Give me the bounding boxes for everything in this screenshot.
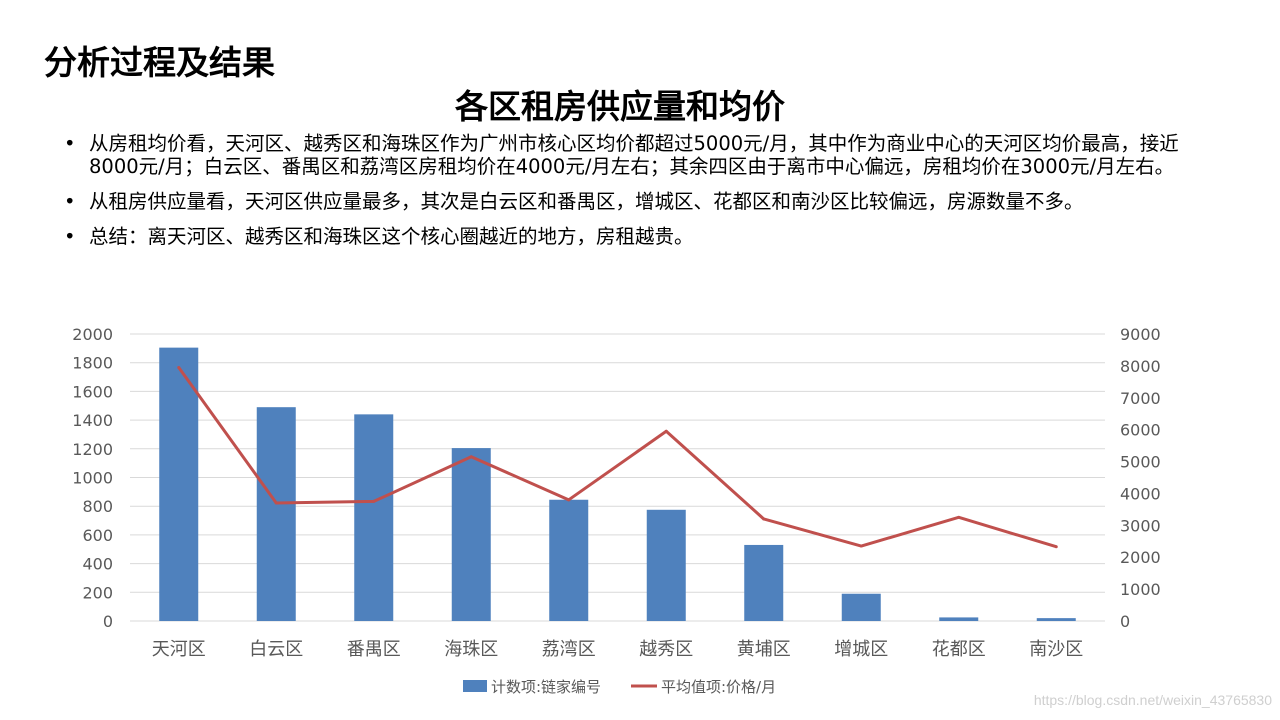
line-point xyxy=(567,498,571,502)
bullet-text: 从房租均价看，天河区、越秀区和海珠区作为广州市核心区均价都超过5000元/月，其… xyxy=(89,132,1179,178)
bullet-list: • 从房租均价看，天河区、越秀区和海珠区作为广州市核心区均价都超过5000元/月，… xyxy=(64,132,1204,260)
y-left-tick-label: 0 xyxy=(103,612,113,631)
watermark-text: https://blog.csdn.net/weixin_43765830 xyxy=(1033,692,1272,708)
line-point xyxy=(372,499,376,503)
y-left-tick-label: 1200 xyxy=(72,440,113,459)
x-tick-label: 白云区 xyxy=(249,639,303,660)
y-left-tick-label: 1400 xyxy=(72,411,113,430)
x-tick-label: 南沙区 xyxy=(1029,639,1083,660)
x-tick-label: 花都区 xyxy=(932,639,986,660)
bar xyxy=(646,509,686,621)
bullet-dot: • xyxy=(64,190,76,213)
bar xyxy=(939,617,979,621)
legend-label-line: 平均值项:价格/月 xyxy=(661,678,776,696)
y-right-tick-label: 1000 xyxy=(1120,580,1161,599)
y-right-tick-label: 4000 xyxy=(1120,484,1161,503)
y-left-tick-label: 200 xyxy=(82,583,113,602)
y-right-tick-label: 7000 xyxy=(1120,389,1161,408)
bullet-item: • 从租房供应量看，天河区供应量最多，其次是白云区和番禺区，增城区、花都区和南沙区… xyxy=(64,190,1204,213)
bullet-dot: • xyxy=(64,225,76,248)
bar xyxy=(744,544,784,621)
y-right-tick-label: 9000 xyxy=(1120,325,1161,344)
line-point xyxy=(859,544,863,548)
line-point xyxy=(274,501,278,505)
y-left-tick-label: 1600 xyxy=(72,382,113,401)
bar xyxy=(354,414,394,621)
line-point xyxy=(1054,545,1058,549)
y-left-tick-label: 800 xyxy=(82,497,113,516)
bullet-text: 总结：离天河区、越秀区和海珠区这个核心圈越近的地方，房租越贵。 xyxy=(89,225,694,248)
x-tick-label: 增城区 xyxy=(834,639,888,660)
y-left-tick-label: 600 xyxy=(82,526,113,545)
line-point xyxy=(469,455,473,459)
y-left-tick-label: 1000 xyxy=(72,469,113,488)
line-point xyxy=(664,429,668,433)
line-point xyxy=(177,365,181,369)
y-right-tick-label: 5000 xyxy=(1120,453,1161,472)
bar xyxy=(549,499,589,621)
legend-swatch-bar xyxy=(463,680,487,692)
x-tick-label: 番禺区 xyxy=(347,639,401,660)
bullet-dot: • xyxy=(64,132,76,155)
legend-label-bar: 计数项:链家编号 xyxy=(491,678,601,696)
x-tick-label: 荔湾区 xyxy=(542,639,596,660)
bullet-text: 从租房供应量看，天河区供应量最多，其次是白云区和番禺区，增城区、花都区和南沙区比… xyxy=(89,190,1084,213)
y-right-tick-label: 2000 xyxy=(1120,548,1161,567)
y-left-tick-label: 1800 xyxy=(72,354,113,373)
section-title: 分析过程及结果 xyxy=(44,43,275,82)
bar xyxy=(451,448,491,621)
bar xyxy=(841,593,881,621)
bar xyxy=(1036,618,1076,621)
x-tick-label: 越秀区 xyxy=(639,639,693,660)
y-right-tick-label: 3000 xyxy=(1120,516,1161,535)
x-tick-label: 天河区 xyxy=(152,639,206,660)
x-tick-label: 黄埔区 xyxy=(737,639,791,660)
line-point xyxy=(957,515,961,519)
y-right-tick-label: 8000 xyxy=(1120,357,1161,376)
price-line xyxy=(177,366,1057,549)
bar xyxy=(256,407,296,621)
y-right-tick-label: 0 xyxy=(1120,612,1130,631)
y-left-tick-label: 400 xyxy=(82,555,113,574)
bullet-item: • 总结：离天河区、越秀区和海珠区这个核心圈越近的地方，房租越贵。 xyxy=(64,225,1204,248)
y-left-tick-label: 2000 xyxy=(72,325,113,344)
line-point xyxy=(762,517,766,521)
slide-title: 各区租房供应量和均价 xyxy=(455,87,785,126)
x-tick-label: 海珠区 xyxy=(444,639,498,660)
bullet-item: • 从房租均价看，天河区、越秀区和海珠区作为广州市核心区均价都超过5000元/月，… xyxy=(64,132,1204,178)
bar xyxy=(159,347,199,621)
y-right-tick-label: 6000 xyxy=(1120,421,1161,440)
